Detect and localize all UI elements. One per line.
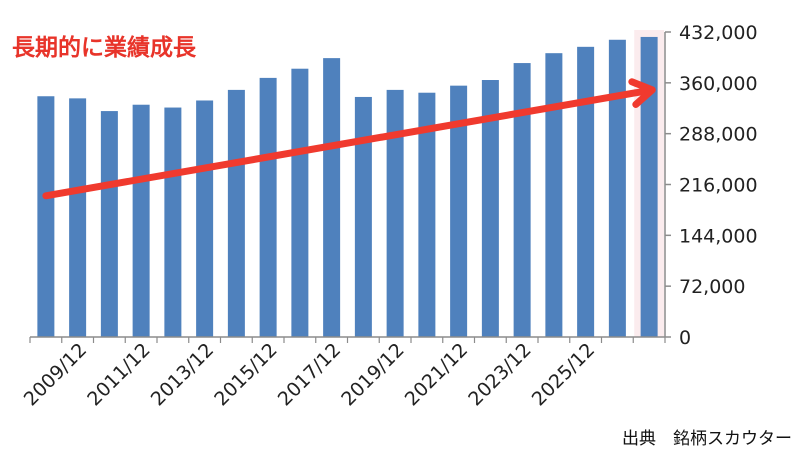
y-tick-label: 432,000 <box>679 22 758 44</box>
y-tick-label: 288,000 <box>679 124 758 146</box>
bar-2023/12 <box>513 63 531 337</box>
bar-2015/12 <box>259 77 277 337</box>
trend-arrow-head <box>628 78 656 108</box>
bar-2008/12 <box>37 96 55 338</box>
bar-2021/12 <box>450 85 468 337</box>
bar-2009/12 <box>69 98 87 337</box>
x-tick-label: 2013/12 <box>147 339 218 410</box>
bar-2022/12 <box>481 80 499 337</box>
bar-2025/12 <box>577 46 595 338</box>
x-tick-label: 2021/12 <box>401 339 472 410</box>
bar-2011/12 <box>132 104 150 337</box>
bar-2012/12 <box>164 107 182 338</box>
y-tick-label: 144,000 <box>679 225 758 247</box>
source-credit: 出典 銘柄スカウター <box>622 429 792 449</box>
x-tick-label: 2011/12 <box>83 339 154 410</box>
chart-annotation: 長期的に業績成長 <box>12 34 197 61</box>
x-tick-label: 2017/12 <box>274 339 345 410</box>
y-tick-label: 216,000 <box>679 175 758 197</box>
x-tick-label: 2019/12 <box>337 339 408 410</box>
bar-2017/12 <box>323 58 341 338</box>
bar-2010/12 <box>100 111 118 338</box>
bar-2013/12 <box>196 100 214 337</box>
x-tick-label: 2015/12 <box>210 339 281 410</box>
bar-2024/12 <box>545 53 563 338</box>
bar-2026/12 <box>608 39 626 337</box>
bar-2019/12 <box>386 89 404 337</box>
x-tick-label: 2023/12 <box>464 339 535 410</box>
x-tick-label: 2025/12 <box>528 339 599 410</box>
x-tick-label: 2009/12 <box>20 339 91 410</box>
trend-arrow-shaft <box>42 87 648 200</box>
y-tick-label: 360,000 <box>679 73 758 95</box>
bar-2016/12 <box>291 68 309 338</box>
y-tick-label: 72,000 <box>679 276 745 298</box>
bar-2027/12 <box>640 36 658 337</box>
bar-2020/12 <box>418 92 436 337</box>
y-tick-label: 0 <box>679 327 691 349</box>
bar-2018/12 <box>354 96 372 337</box>
bar-2014/12 <box>227 89 245 337</box>
